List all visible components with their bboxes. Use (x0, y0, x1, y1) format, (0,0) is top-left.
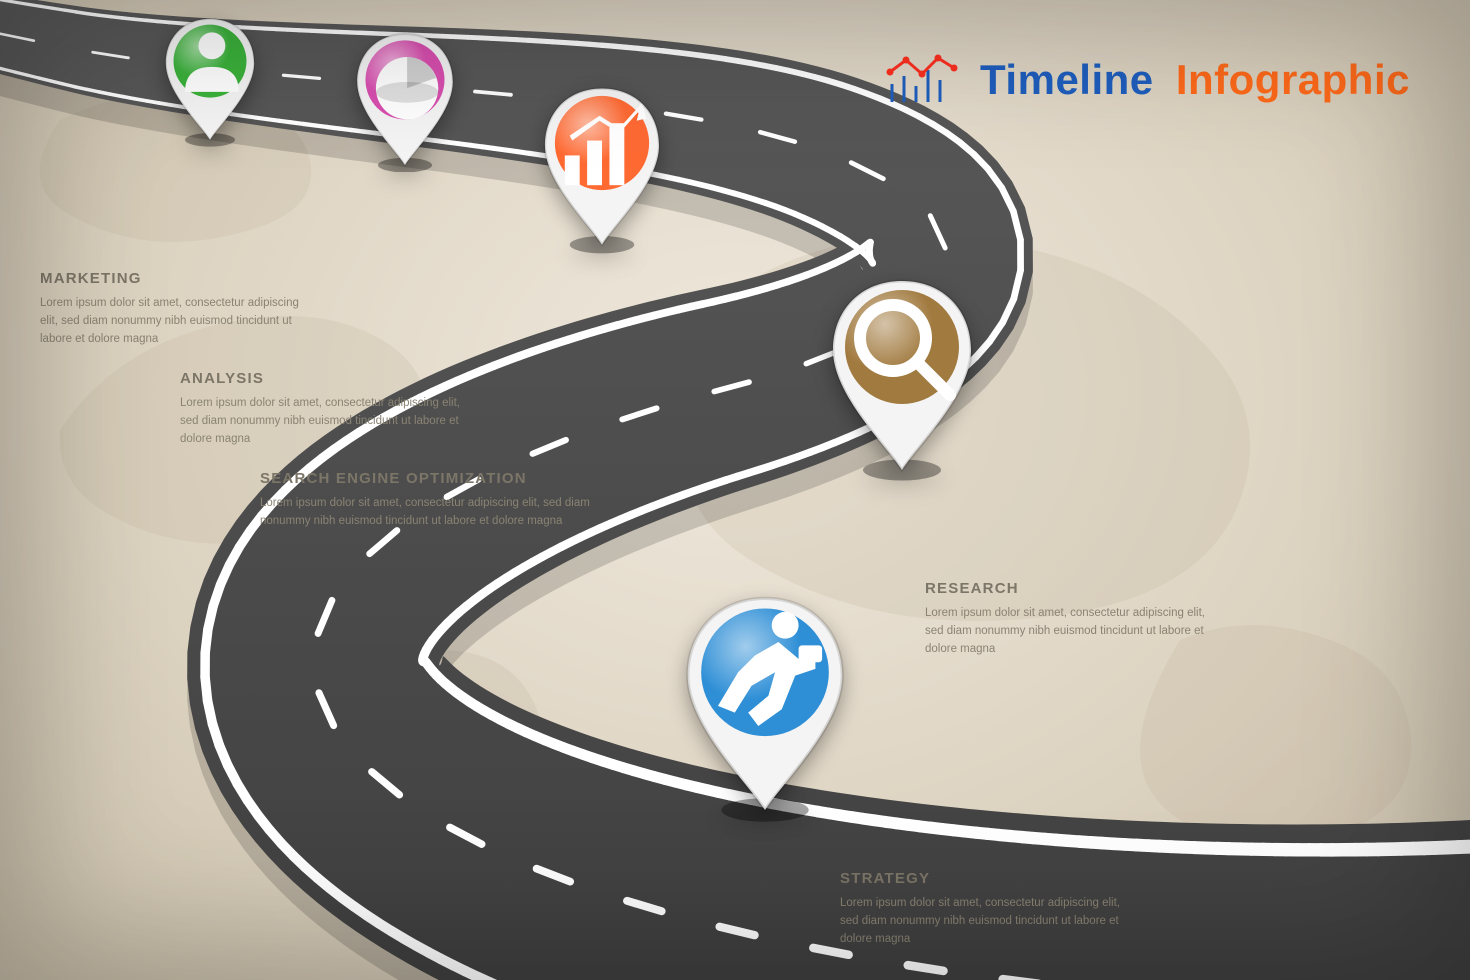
barchart-up-icon (540, 86, 664, 253)
person-icon (162, 17, 258, 147)
heading-analysis: ANALYSIS (180, 370, 480, 387)
runner-icon (681, 595, 849, 822)
body-marketing: Lorem ipsum dolor sit amet, consectetur … (40, 295, 310, 348)
heading-seo: SEARCH ENGINE OPTIMIZATION (260, 470, 590, 487)
textblock-analysis: ANALYSIS Lorem ipsum dolor sit amet, cons… (180, 370, 480, 448)
body-research: Lorem ipsum dolor sit amet, consectetur … (925, 605, 1225, 658)
body-strategy: Lorem ipsum dolor sit amet, consectetur … (840, 895, 1140, 948)
textblock-research: RESEARCH Lorem ipsum dolor sit amet, cons… (925, 580, 1225, 658)
title-text: Timeline Infographic (980, 56, 1410, 104)
heading-research: RESEARCH (925, 580, 1225, 597)
linechart-icon (882, 50, 966, 110)
heading-strategy: STRATEGY (840, 870, 1140, 887)
title-word-2: Infographic (1176, 56, 1410, 103)
heading-marketing: MARKETING (40, 270, 310, 287)
body-analysis: Lorem ipsum dolor sit amet, consectetur … (180, 395, 480, 448)
textblock-strategy: STRATEGY Lorem ipsum dolor sit amet, cons… (840, 870, 1140, 948)
body-seo: Lorem ipsum dolor sit amet, consectetur … (260, 495, 590, 531)
pin-marketing (162, 17, 258, 147)
pin-analysis (353, 32, 457, 172)
stage: Timeline Infographic MARKETING Lorem ipsu… (0, 0, 1470, 980)
title-word-1: Timeline (980, 56, 1154, 103)
pin-research (827, 278, 977, 481)
piechart-icon (353, 32, 457, 172)
pin-strategy (681, 595, 849, 822)
magnifier-icon (827, 278, 977, 481)
pin-seo (540, 86, 664, 253)
textblock-seo: SEARCH ENGINE OPTIMIZATION Lorem ipsum do… (260, 470, 590, 531)
title-block: Timeline Infographic (882, 50, 1410, 110)
textblock-marketing: MARKETING Lorem ipsum dolor sit amet, con… (40, 270, 310, 348)
